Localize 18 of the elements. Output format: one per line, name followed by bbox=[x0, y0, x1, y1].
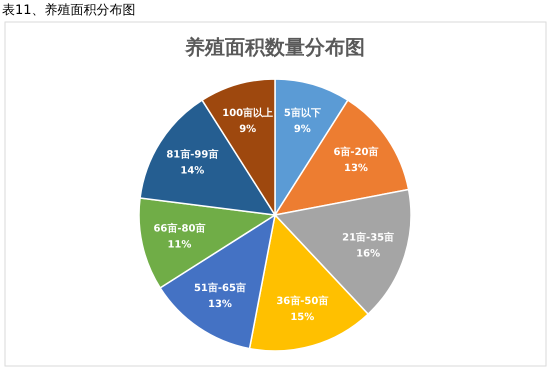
data-label: 16% bbox=[356, 248, 380, 260]
slice-label: 5亩以下 bbox=[284, 106, 321, 119]
data-label: 15% bbox=[290, 312, 314, 324]
text: 表11、养殖面积分布图 bbox=[2, 2, 136, 18]
data-label: 14% bbox=[180, 166, 204, 177]
slice-label: 6亩-20亩 bbox=[333, 146, 379, 158]
chart-title: 养殖面积数量分布图 bbox=[184, 35, 365, 59]
slice-label: 36亩-50亩 bbox=[276, 295, 328, 308]
data-label: 11% bbox=[167, 239, 192, 250]
slice-label: 21亩-35亩 bbox=[342, 231, 394, 244]
data-label: 9% bbox=[239, 124, 256, 135]
slice-label: 51亩-65亩 bbox=[194, 282, 246, 294]
data-label: 13% bbox=[208, 298, 232, 310]
slice-label: 66亩-80亩 bbox=[153, 222, 206, 234]
slice-label: 100亩以上 bbox=[222, 106, 274, 119]
data-label: 9% bbox=[294, 124, 311, 135]
slice-label: 81亩-99亩 bbox=[166, 148, 218, 161]
data-label: 13% bbox=[344, 162, 368, 174]
